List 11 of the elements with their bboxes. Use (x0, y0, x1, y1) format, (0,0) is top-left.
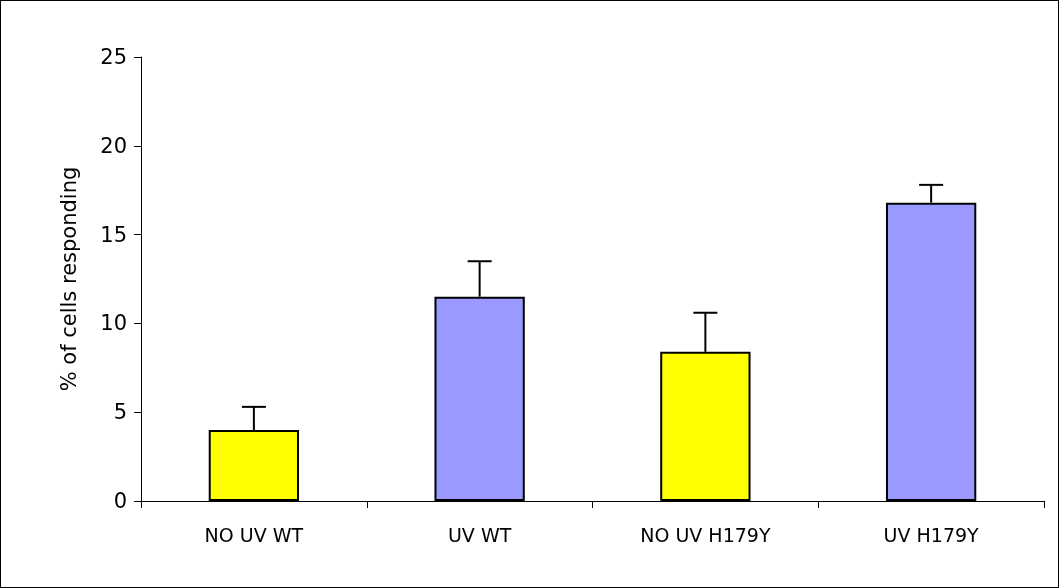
y-tick-label: 20 (100, 133, 127, 158)
y-axis-title: % of cells responding (56, 166, 81, 392)
x-tick-label: NO UV H179Y (640, 523, 771, 546)
y-tick-label: 5 (113, 400, 127, 425)
y-tick-label: 10 (100, 311, 127, 336)
y-tick-label: 15 (100, 222, 127, 247)
x-tick-label: UV H179Y (883, 523, 980, 546)
y-tick-label: 25 (100, 45, 127, 69)
x-tick-label: NO UV WT (204, 523, 304, 546)
y-tick-label: 0 (113, 489, 127, 513)
x-tick-label: UV WT (447, 523, 512, 546)
